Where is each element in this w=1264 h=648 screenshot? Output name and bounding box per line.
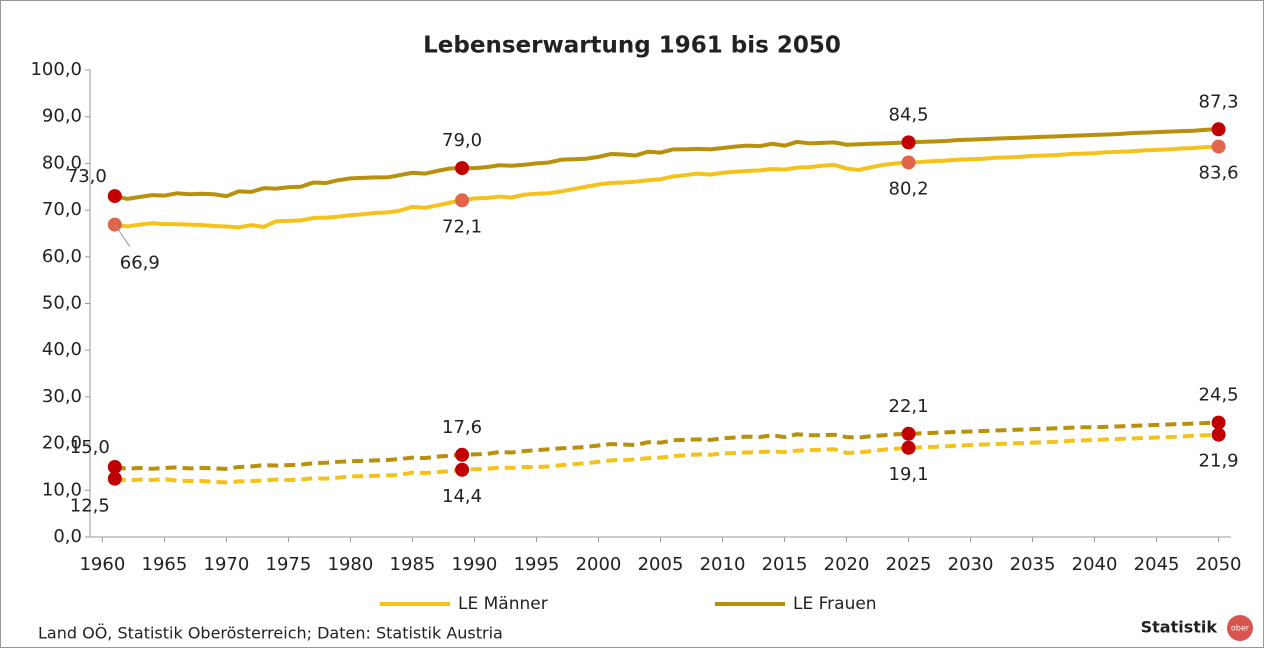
y-tick-label: 20,0: [42, 433, 82, 454]
data-point: [107, 471, 122, 486]
logo: Statistik: [1141, 618, 1218, 637]
data-point: [1211, 122, 1226, 137]
data-point: [455, 193, 470, 208]
data-label: 17,6: [442, 417, 482, 438]
data-point: [1211, 139, 1226, 154]
x-tick-label: 2035: [1010, 554, 1056, 575]
y-tick-label: 10,0: [42, 479, 82, 500]
data-label: 19,1: [889, 464, 929, 485]
data-label: 72,1: [442, 216, 482, 237]
x-tick-label: 2015: [762, 554, 808, 575]
y-tick-label: 90,0: [42, 106, 82, 127]
x-tick-label: 2030: [948, 554, 994, 575]
data-point: [901, 440, 916, 455]
series-line: [114, 127, 1219, 201]
y-tick-label: 40,0: [42, 339, 82, 360]
x-tick-label: 1960: [79, 554, 125, 575]
data-point: [455, 161, 470, 176]
data-point: [107, 189, 122, 204]
x-tick-label: 2005: [638, 554, 684, 575]
data-label: 84,5: [889, 104, 929, 125]
data-label: 21,9: [1199, 451, 1239, 472]
x-tick-label: 1995: [514, 554, 560, 575]
series-line: [114, 420, 1219, 471]
legend-label: LE Männer: [458, 594, 548, 614]
data-label: 80,2: [889, 178, 929, 199]
data-point: [901, 155, 916, 170]
y-tick-label: 50,0: [42, 293, 82, 314]
data-label: 12,5: [70, 496, 110, 517]
data-label: 73,0: [67, 166, 107, 187]
y-tick-label: 100,0: [30, 59, 82, 80]
y-tick-label: 30,0: [42, 386, 82, 407]
x-tick-label: 2000: [576, 554, 622, 575]
legend-label: LE Frauen: [793, 594, 877, 614]
chart-title: Lebenserwartung 1961 bis 2050: [423, 33, 841, 59]
data-label: 22,1: [889, 396, 929, 417]
y-tick-label: 0,0: [53, 526, 82, 547]
x-tick-label: 1980: [328, 554, 374, 575]
x-tick-label: 2040: [1072, 554, 1118, 575]
data-label: 14,4: [442, 486, 482, 507]
x-tick-label: 1965: [142, 554, 188, 575]
x-tick-label: 2025: [886, 554, 932, 575]
series-line: [114, 144, 1219, 230]
logo-badge: [1227, 615, 1253, 641]
x-tick-label: 1970: [204, 554, 250, 575]
data-point: [1211, 427, 1226, 442]
x-tick-label: 1985: [390, 554, 436, 575]
series-line: [114, 432, 1219, 485]
data-point: [1211, 415, 1226, 430]
logo-sub: ober: [1231, 624, 1250, 633]
leader-line: [114, 224, 131, 247]
y-tick-label: 70,0: [42, 199, 82, 220]
x-tick-label: 2010: [700, 554, 746, 575]
x-tick-label: 1990: [452, 554, 498, 575]
data-label: 79,0: [442, 130, 482, 151]
data-point: [455, 447, 470, 462]
source: Land OÖ, Statistik Oberösterreich; Daten…: [38, 624, 503, 643]
y-tick-label: 80,0: [42, 152, 82, 173]
data-label: 66,9: [120, 253, 160, 274]
data-label: 87,3: [1199, 91, 1239, 112]
data-point: [455, 462, 470, 477]
x-tick-label: 2020: [824, 554, 870, 575]
x-tick-label: 2045: [1134, 554, 1180, 575]
data-label: 15,0: [70, 437, 110, 458]
data-point: [901, 426, 916, 441]
data-label: 83,6: [1199, 163, 1239, 184]
data-point: [107, 459, 122, 474]
data-point: [901, 135, 916, 150]
x-tick-label: 2050: [1196, 554, 1242, 575]
x-tick-label: 1975: [266, 554, 312, 575]
y-tick-label: 60,0: [42, 246, 82, 267]
data-label: 24,5: [1199, 385, 1239, 406]
